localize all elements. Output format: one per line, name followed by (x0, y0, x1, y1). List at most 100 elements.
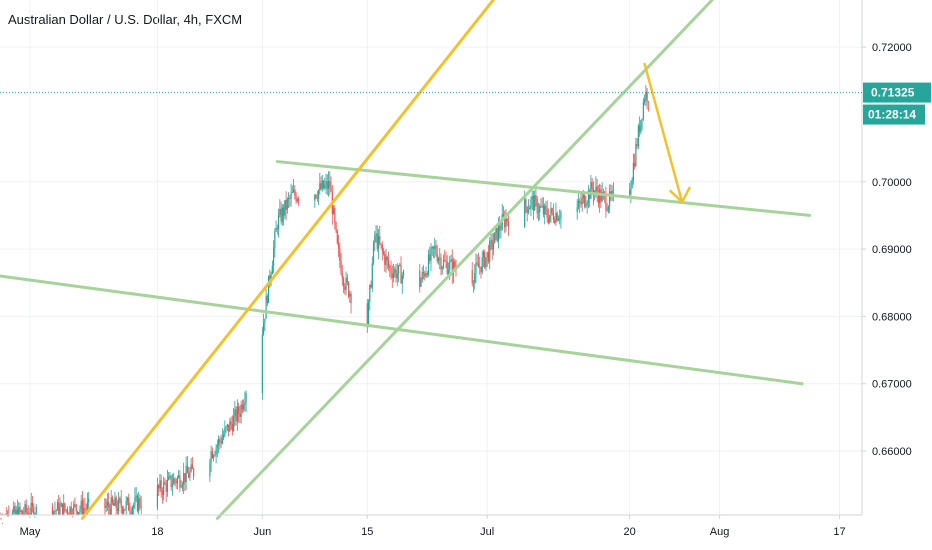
candle-body (430, 248, 432, 261)
candle-body (271, 265, 273, 275)
candle-body (377, 235, 380, 249)
candle-body (173, 478, 175, 485)
candle-body (76, 511, 79, 515)
candle-body (113, 503, 115, 506)
candle-body (427, 254, 430, 275)
x-tick-label: Jun (253, 526, 271, 538)
candle-body (500, 229, 502, 231)
candle-body (111, 497, 114, 504)
candle-body (0, 518, 2, 520)
candle-body (641, 118, 643, 120)
candle-body (391, 273, 393, 278)
x-tick-label: 20 (624, 526, 636, 538)
candle-body (134, 497, 136, 506)
candle-body (193, 468, 195, 477)
candle-body (580, 202, 582, 205)
candle-body (243, 404, 245, 410)
candle-body (169, 475, 171, 477)
candle-body (396, 273, 398, 279)
candle-body (213, 455, 215, 459)
candle-body (439, 257, 441, 259)
candle-body (496, 227, 498, 241)
candle-body (319, 183, 321, 190)
candle-body (366, 303, 368, 326)
candle-body (390, 268, 392, 274)
candle-body (294, 189, 296, 196)
candle-body (184, 473, 186, 483)
candle-body (53, 511, 55, 515)
candle-body (14, 506, 16, 515)
time-axis[interactable]: May 18 Jun 15 Jul 20 Aug 17 (0, 514, 862, 538)
candle-body (445, 260, 447, 262)
x-tick-label: May (20, 526, 41, 538)
candle-body (495, 227, 497, 233)
candle-body (160, 480, 162, 492)
candle-body (487, 252, 490, 262)
candle-body (280, 208, 282, 222)
candle-body (421, 272, 423, 281)
candle-body (542, 205, 545, 215)
yellow-arrow-shaft (643, 62, 684, 204)
candle-body (395, 269, 397, 279)
candle-body (26, 512, 29, 514)
candle-body (524, 199, 526, 228)
candle-body (584, 195, 586, 207)
candle-body (79, 509, 81, 513)
candle-body (336, 230, 338, 244)
candle-body (116, 508, 119, 512)
candle-body (577, 200, 580, 208)
candle-body (129, 510, 131, 513)
candle-body (539, 206, 541, 213)
x-tick-label: 15 (361, 526, 373, 538)
candle-body (275, 228, 277, 232)
candle-body (552, 212, 555, 221)
candle-body (437, 258, 440, 262)
candle-body (214, 454, 216, 456)
candle-body (170, 475, 172, 487)
candle-body (549, 215, 551, 223)
candle-body (276, 228, 278, 230)
candle-body (70, 506, 72, 515)
candle-body (632, 162, 634, 181)
candle-body (526, 206, 528, 213)
candle-body (277, 215, 280, 230)
candle-body (229, 421, 231, 432)
candle-body (166, 479, 169, 493)
candle-body (547, 217, 550, 223)
candle-body (240, 404, 242, 417)
candle-body (215, 447, 217, 455)
candle-body (83, 508, 85, 515)
candle-body (317, 189, 320, 199)
candle-body (121, 507, 124, 514)
current-price-label: 0.71325 (871, 86, 915, 100)
candle-body (507, 221, 510, 228)
candle-body (472, 282, 475, 284)
candle-body (80, 500, 82, 510)
candle-body (375, 233, 377, 236)
y-tick-label: 0.72000 (872, 42, 912, 54)
candle-body (265, 295, 267, 319)
price-axis[interactable]: 0.72000 0.70000 0.69000 0.68000 0.67000 0.660… (861, 0, 912, 515)
candle-body (58, 502, 60, 515)
candle-body (138, 498, 140, 512)
candle-body (534, 195, 536, 211)
candle-body (374, 235, 376, 243)
candle-body (282, 207, 285, 216)
candle-body (267, 275, 270, 304)
green-lower-trendline (0, 274, 804, 386)
candle-body (262, 322, 265, 335)
candle-body (392, 272, 395, 278)
candle-body (118, 498, 120, 512)
candle-body (502, 214, 505, 217)
price-badges: 0.71325 01:28:14 (0, 82, 931, 125)
candle-body (327, 180, 330, 189)
candle-body (180, 486, 182, 488)
candle-body (446, 261, 448, 274)
candle-body (272, 247, 275, 266)
candle-body (560, 212, 562, 219)
candle-body (286, 199, 288, 210)
candle-body (536, 198, 538, 214)
candle-body (645, 91, 647, 100)
candle-body (647, 101, 649, 103)
